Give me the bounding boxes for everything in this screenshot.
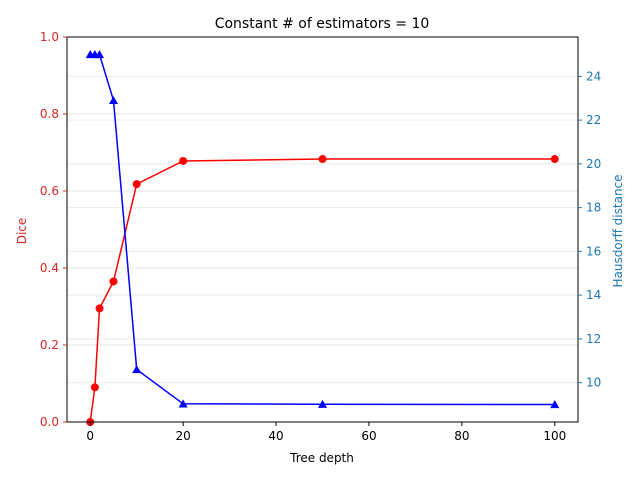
y-left-tick-label: 0.0 (40, 415, 59, 429)
y-axis-right-label: Hausdorff distance (611, 174, 625, 287)
y-right-tick-label: 22 (586, 113, 601, 127)
hausdorff-point (318, 399, 327, 408)
dice-point (109, 277, 118, 286)
y-axis-left-label: Dice (15, 218, 29, 245)
plot-frame (66, 36, 579, 423)
dice-point (318, 155, 327, 164)
y-left-tick-label: 0.4 (40, 261, 59, 275)
y-right-tick-label: 10 (586, 376, 601, 390)
y-right-tick-label: 14 (586, 288, 601, 302)
hausdorff-point (95, 50, 105, 59)
dice-point (179, 156, 188, 165)
y-right-tick-label: 20 (586, 157, 601, 171)
hausdorff-point (550, 400, 560, 409)
y-right-tick-label: 16 (586, 244, 601, 258)
dice-point (95, 304, 104, 313)
x-tick-label: 100 (543, 429, 566, 443)
chart-title: Constant # of estimators = 10 (215, 16, 430, 32)
x-tick-label: 80 (454, 429, 469, 443)
dice-point (550, 155, 559, 164)
y-right-tick-label: 12 (586, 332, 601, 346)
y-right-tick-label: 18 (586, 201, 601, 215)
y-right-tick-label: 24 (586, 69, 601, 83)
y-left-tick-label: 0.6 (40, 184, 59, 198)
x-axis-label: Tree depth (289, 451, 354, 465)
y-left-tick-label: 1.0 (40, 30, 59, 44)
hausdorff-point (132, 365, 142, 374)
dice-point (90, 383, 99, 392)
hausdorff-point (108, 95, 118, 105)
y-left-tick-label: 0.8 (40, 107, 59, 121)
x-tick-label: 60 (361, 429, 376, 443)
dice-point (132, 180, 141, 189)
x-tick-label: 0 (86, 429, 94, 443)
x-tick-label: 40 (268, 429, 283, 443)
hausdorff-point (178, 399, 188, 408)
x-tick-label: 20 (175, 429, 190, 443)
y-left-tick-label: 0.2 (40, 338, 59, 352)
